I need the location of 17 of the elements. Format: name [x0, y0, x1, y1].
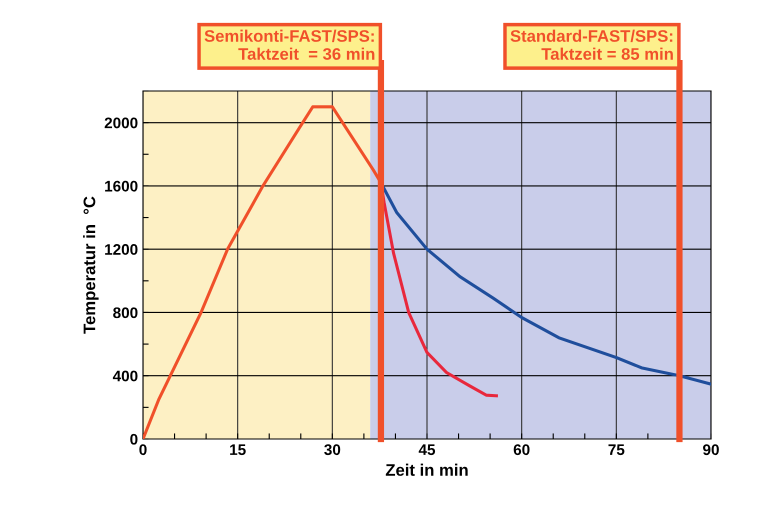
- x-tick-label: 15: [230, 444, 246, 456]
- text: Standard-FAST/SPS: Taktzeit = 85 min: [510, 30, 673, 60]
- text: Semikonti-FAST/SPS: Taktzeit = 36 min: [204, 30, 374, 60]
- x-tick-label: 90: [703, 444, 719, 456]
- y-tick-label: 0: [130, 434, 138, 445]
- x-tick-label: 60: [514, 444, 530, 456]
- x-axis-title: Zeit in min: [386, 464, 468, 476]
- x-tick-label: 75: [608, 444, 624, 456]
- y-tick-label: 2000: [104, 118, 138, 128]
- x-tick-label: 0: [139, 444, 147, 456]
- y-tick-label: 1600: [105, 180, 138, 192]
- x-tick-label: 45: [418, 444, 436, 456]
- y-tick-label: 1200: [105, 244, 138, 255]
- y-axis-title: Temperatur in °C: [83, 196, 99, 334]
- y-tick-label: 400: [112, 370, 138, 382]
- y-tick-label: 800: [113, 307, 138, 318]
- x-tick-label: 30: [324, 444, 340, 456]
